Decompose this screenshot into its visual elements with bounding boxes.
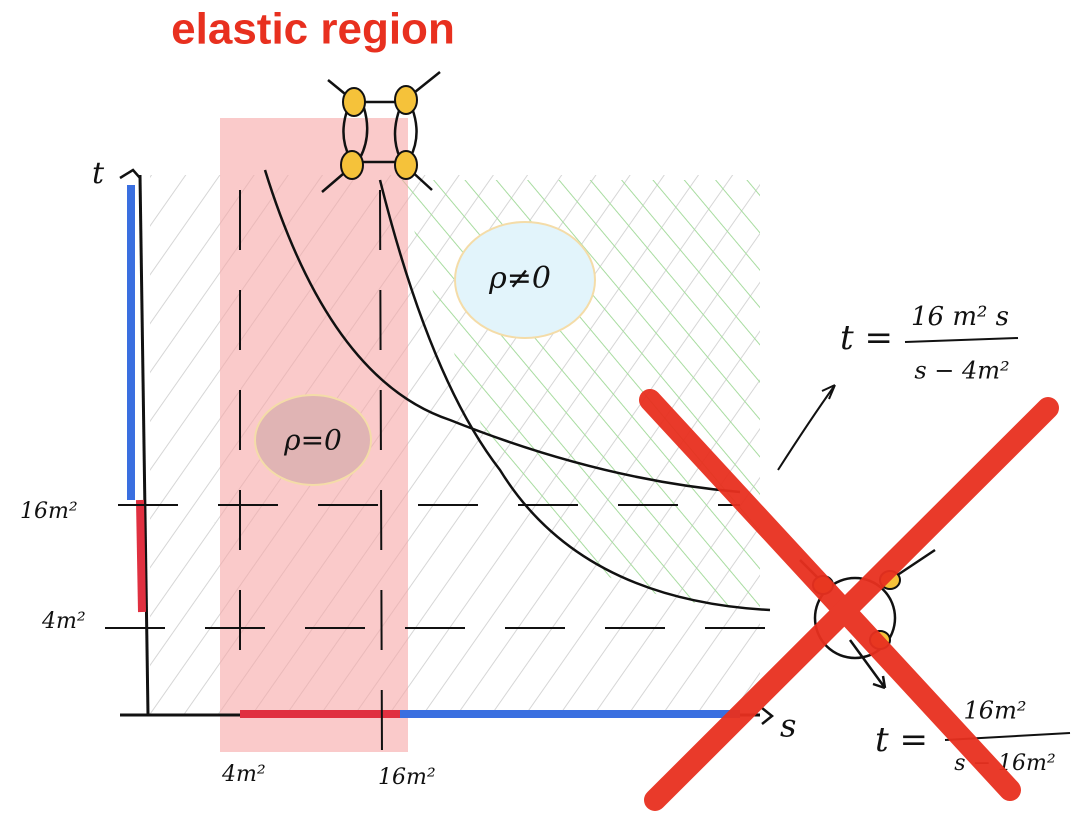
formula-lhs: t = (875, 720, 928, 760)
title: elastic region (171, 5, 455, 54)
s-tick: 16m² (378, 765, 436, 790)
arrow (778, 385, 835, 470)
region-label: ρ=0 (283, 424, 342, 457)
formula-den: s − 4m² (914, 357, 1009, 385)
fraction-bar (905, 338, 1018, 342)
t-axis (140, 175, 148, 715)
formula-num: 16 m² s (911, 302, 1009, 332)
s-arrow (762, 708, 772, 724)
formula-lhs: t = (840, 318, 893, 358)
t-tick: 16m² (20, 499, 78, 524)
diagram: elastic region t s 16m² 4m² 4m² 16m² ρ≠0… (0, 0, 1091, 813)
t-arrow (120, 170, 140, 178)
formula-num: 16m² (964, 697, 1027, 725)
t-tick: 4m² (41, 609, 86, 634)
region-label: ρ≠0 (488, 261, 551, 296)
s-label: s (780, 707, 796, 745)
t-label: t (92, 156, 105, 191)
s-tick: 4m² (221, 762, 266, 787)
t-red (140, 500, 142, 612)
